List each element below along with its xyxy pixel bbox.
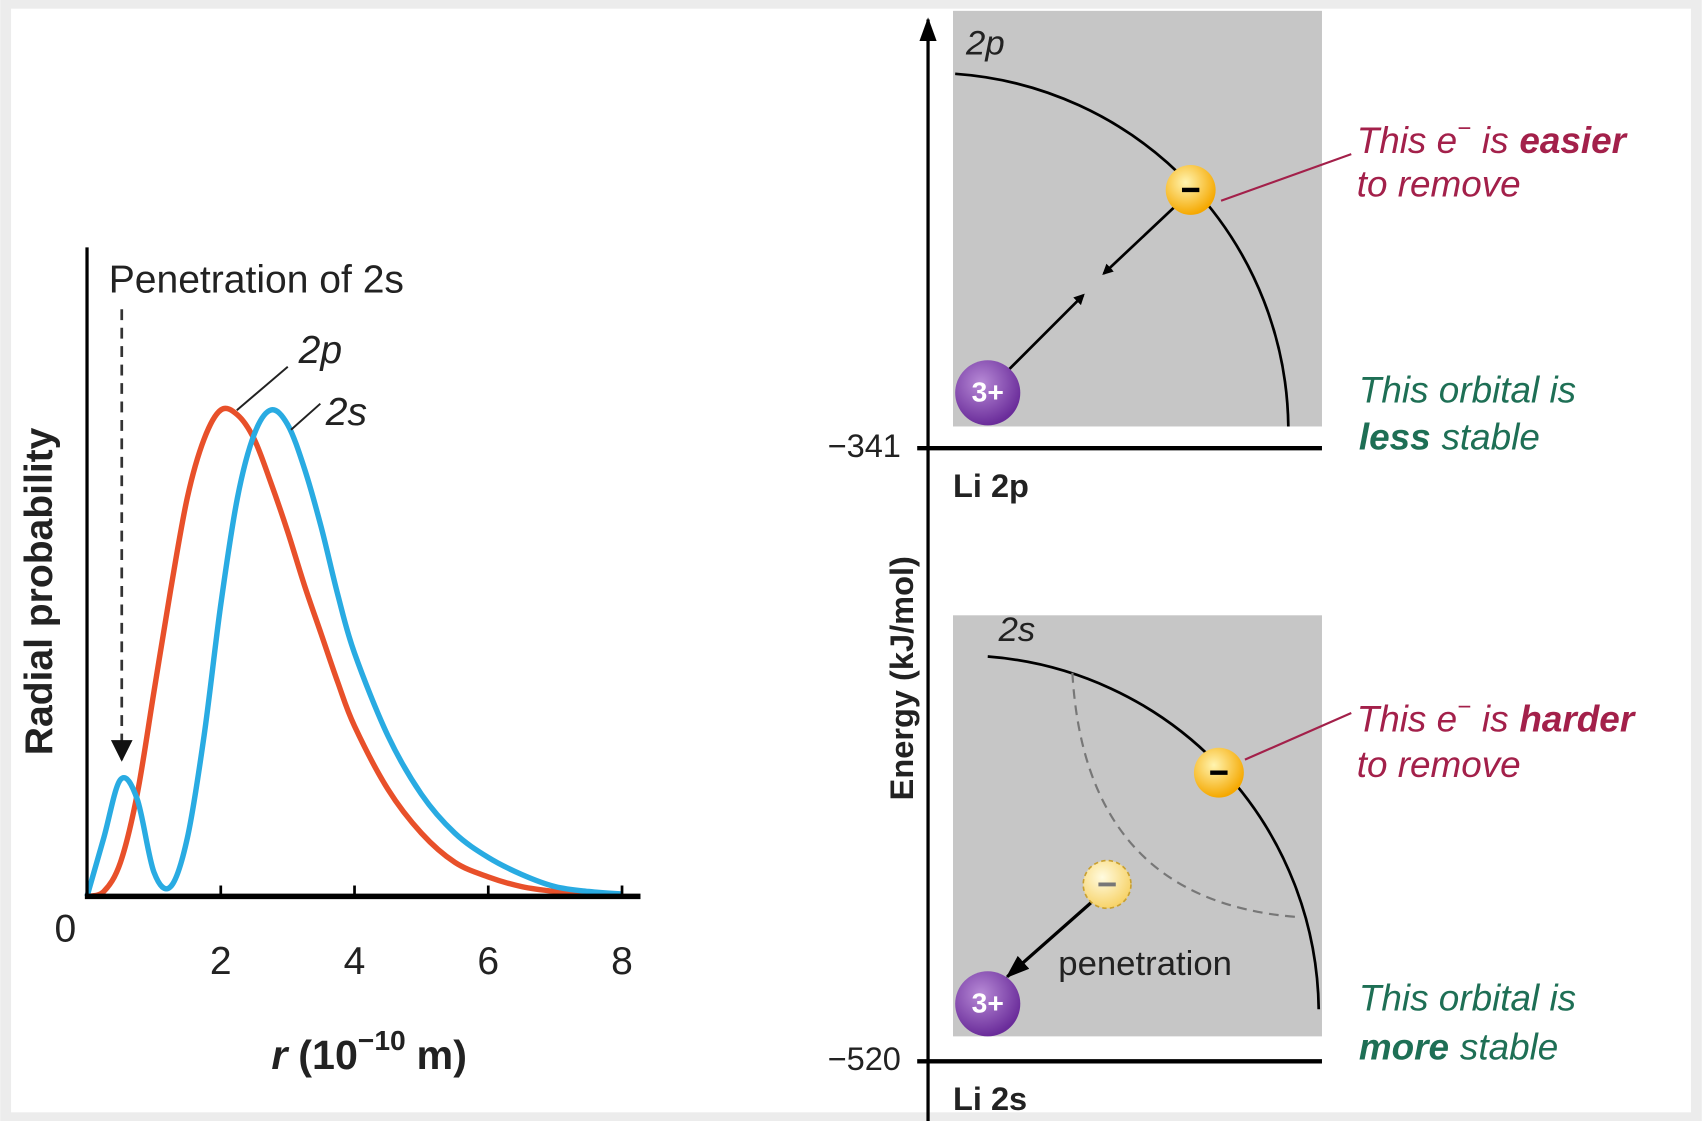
legend-label: 2p (298, 329, 342, 372)
level-name: Li 2p (953, 468, 1029, 504)
stability-note: less stable (1359, 416, 1540, 457)
note-emph: more (1359, 1026, 1449, 1067)
energy-axis-label: Energy (kJ/mol) (884, 556, 920, 800)
orbital-label: 2s (998, 611, 1036, 649)
nucleus-label: 3+ (972, 375, 1004, 407)
stability-note: more stable (1359, 1026, 1558, 1067)
background (11, 8, 1691, 1113)
nucleus-label: 3+ (972, 986, 1004, 1018)
attraction-arrow (1102, 203, 1179, 275)
electron-note: to remove (1357, 744, 1521, 785)
penetration-path (1071, 672, 1298, 919)
series-line (86, 405, 623, 900)
x-tick-label: 0 (54, 907, 76, 950)
x-label-exp: −10 (358, 1024, 406, 1056)
note-emph: easier (1519, 120, 1628, 161)
electron-note: to remove (1357, 163, 1521, 204)
nucleus (955, 971, 1021, 1037)
stability-note: This orbital is (1359, 370, 1576, 411)
legend-label: 2s (325, 391, 367, 434)
leader-line (290, 402, 321, 431)
note-text: stable (1442, 416, 1540, 457)
leader-line (236, 366, 289, 411)
x-tick-label: 6 (477, 940, 499, 983)
callout-line (1244, 711, 1352, 761)
note-emph: less (1359, 416, 1431, 457)
y-axis-label: Radial probability (18, 427, 61, 755)
electron-note: This e− is easier (1357, 116, 1629, 161)
attraction-arrow (1003, 293, 1085, 376)
note-text: is (1482, 698, 1509, 739)
note-sup: − (1457, 694, 1471, 721)
stability-note: This orbital is (1359, 977, 1576, 1018)
nucleus (955, 360, 1021, 426)
energy-tick-label: −520 (828, 1041, 901, 1077)
x-tick-label: 2 (210, 940, 232, 983)
note-text: stable (1460, 1026, 1558, 1067)
series-line (84, 407, 623, 898)
penetration-arrow (1005, 901, 1092, 979)
level-name: Li 2s (953, 1081, 1027, 1117)
energy-tick-label: −341 (828, 428, 901, 464)
note-text: This e (1357, 120, 1457, 161)
note-sup: − (1457, 116, 1471, 143)
annotation: Penetration of 2s (109, 258, 404, 301)
x-label-var: r (271, 1032, 289, 1078)
note-text: is (1482, 120, 1509, 161)
x-axis-label: r (10−10 m) (271, 1024, 467, 1078)
x-tick-label: 8 (611, 940, 633, 983)
note-text: This e (1357, 698, 1457, 739)
electron-note: This e− is harder (1357, 694, 1637, 739)
x-tick-label: 4 (344, 940, 366, 983)
callout-line (1220, 153, 1352, 202)
orbital-label: 2p (965, 25, 1005, 63)
x-label-base: (10 (298, 1032, 358, 1078)
penetration-label: penetration (1058, 945, 1232, 983)
note-emph: harder (1519, 698, 1636, 739)
x-label-unit: m) (417, 1032, 467, 1078)
orbital-box (953, 10, 1322, 427)
